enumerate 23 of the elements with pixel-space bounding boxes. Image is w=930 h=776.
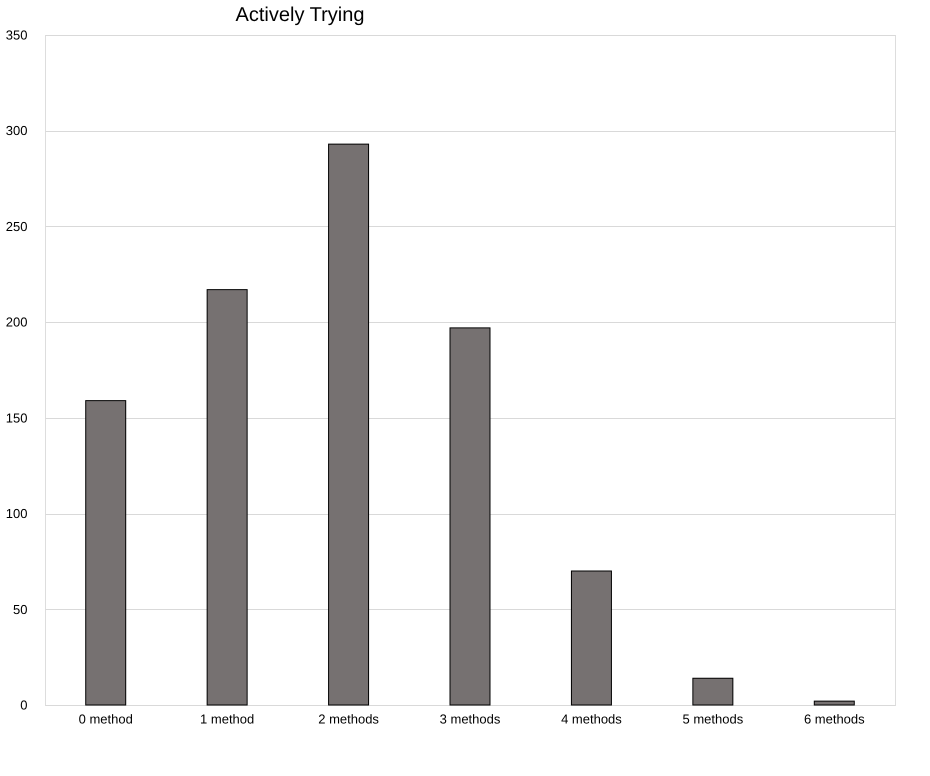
bar	[692, 678, 734, 706]
y-tick-label: 100	[6, 506, 28, 522]
bar	[85, 400, 126, 706]
x-tick-label: 6 methods	[804, 712, 866, 726]
x-tick-label: 5 methods	[682, 712, 744, 726]
chart-title: Actively Trying	[236, 4, 364, 26]
bar	[328, 144, 370, 706]
y-tick-label: 300	[6, 123, 28, 138]
bar	[206, 289, 248, 706]
x-tick-label: 3 methods	[440, 712, 501, 726]
bar	[570, 570, 612, 706]
bar	[814, 700, 855, 706]
y-tick-label: 0	[20, 698, 28, 712]
y-tick-label: 350	[6, 28, 28, 42]
x-tick-label: 4 methods	[561, 712, 622, 726]
y-tick-label: 150	[6, 410, 28, 426]
y-tick-label: 250	[6, 218, 28, 234]
x-tick-label: 1 method	[200, 712, 254, 726]
x-tick-label: 2 methods	[318, 712, 380, 726]
y-tick-label: 50	[13, 602, 28, 617]
y-tick-label: 200	[6, 314, 28, 330]
x-tick-label: 0 method	[78, 712, 133, 726]
bar	[450, 327, 490, 706]
